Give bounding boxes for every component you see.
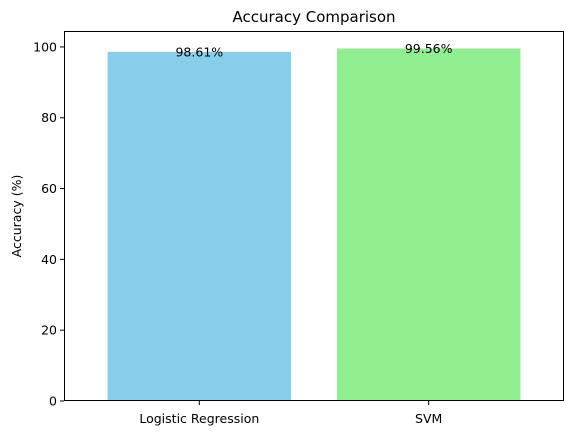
bar-group bbox=[107, 48, 521, 402]
y-axis-title: Accuracy (%) bbox=[9, 175, 24, 258]
y-tick-label: 40 bbox=[41, 252, 57, 267]
plot-frame bbox=[64, 31, 564, 401]
data-label-group: 98.61% 99.56% bbox=[175, 41, 452, 59]
data-label: 99.56% bbox=[405, 41, 453, 56]
y-tick-label: 20 bbox=[41, 323, 57, 338]
y-tick-label: 0 bbox=[49, 394, 57, 409]
bar-svm bbox=[336, 48, 521, 402]
bar-logistic-regression bbox=[107, 51, 292, 401]
y-axis: 0 20 40 60 80 100 bbox=[33, 39, 64, 409]
y-tick-label: 80 bbox=[41, 110, 57, 125]
x-axis: Logistic Regression SVM bbox=[139, 401, 442, 426]
chart-title: Accuracy Comparison bbox=[232, 8, 395, 26]
x-tick-label: Logistic Regression bbox=[139, 411, 259, 426]
y-tick-label: 100 bbox=[33, 39, 57, 54]
y-tick-label: 60 bbox=[41, 181, 57, 196]
data-label: 98.61% bbox=[175, 44, 223, 59]
x-tick-label: SVM bbox=[415, 411, 442, 426]
